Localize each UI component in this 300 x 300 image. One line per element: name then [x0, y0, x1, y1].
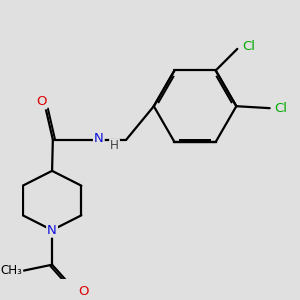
Text: Cl: Cl [242, 40, 255, 53]
Text: Cl: Cl [274, 102, 287, 115]
Text: O: O [36, 95, 46, 108]
Text: N: N [47, 224, 57, 237]
Text: CH₃: CH₃ [0, 264, 22, 277]
Text: O: O [78, 285, 89, 298]
Text: N: N [94, 132, 104, 145]
Text: H: H [110, 140, 119, 152]
